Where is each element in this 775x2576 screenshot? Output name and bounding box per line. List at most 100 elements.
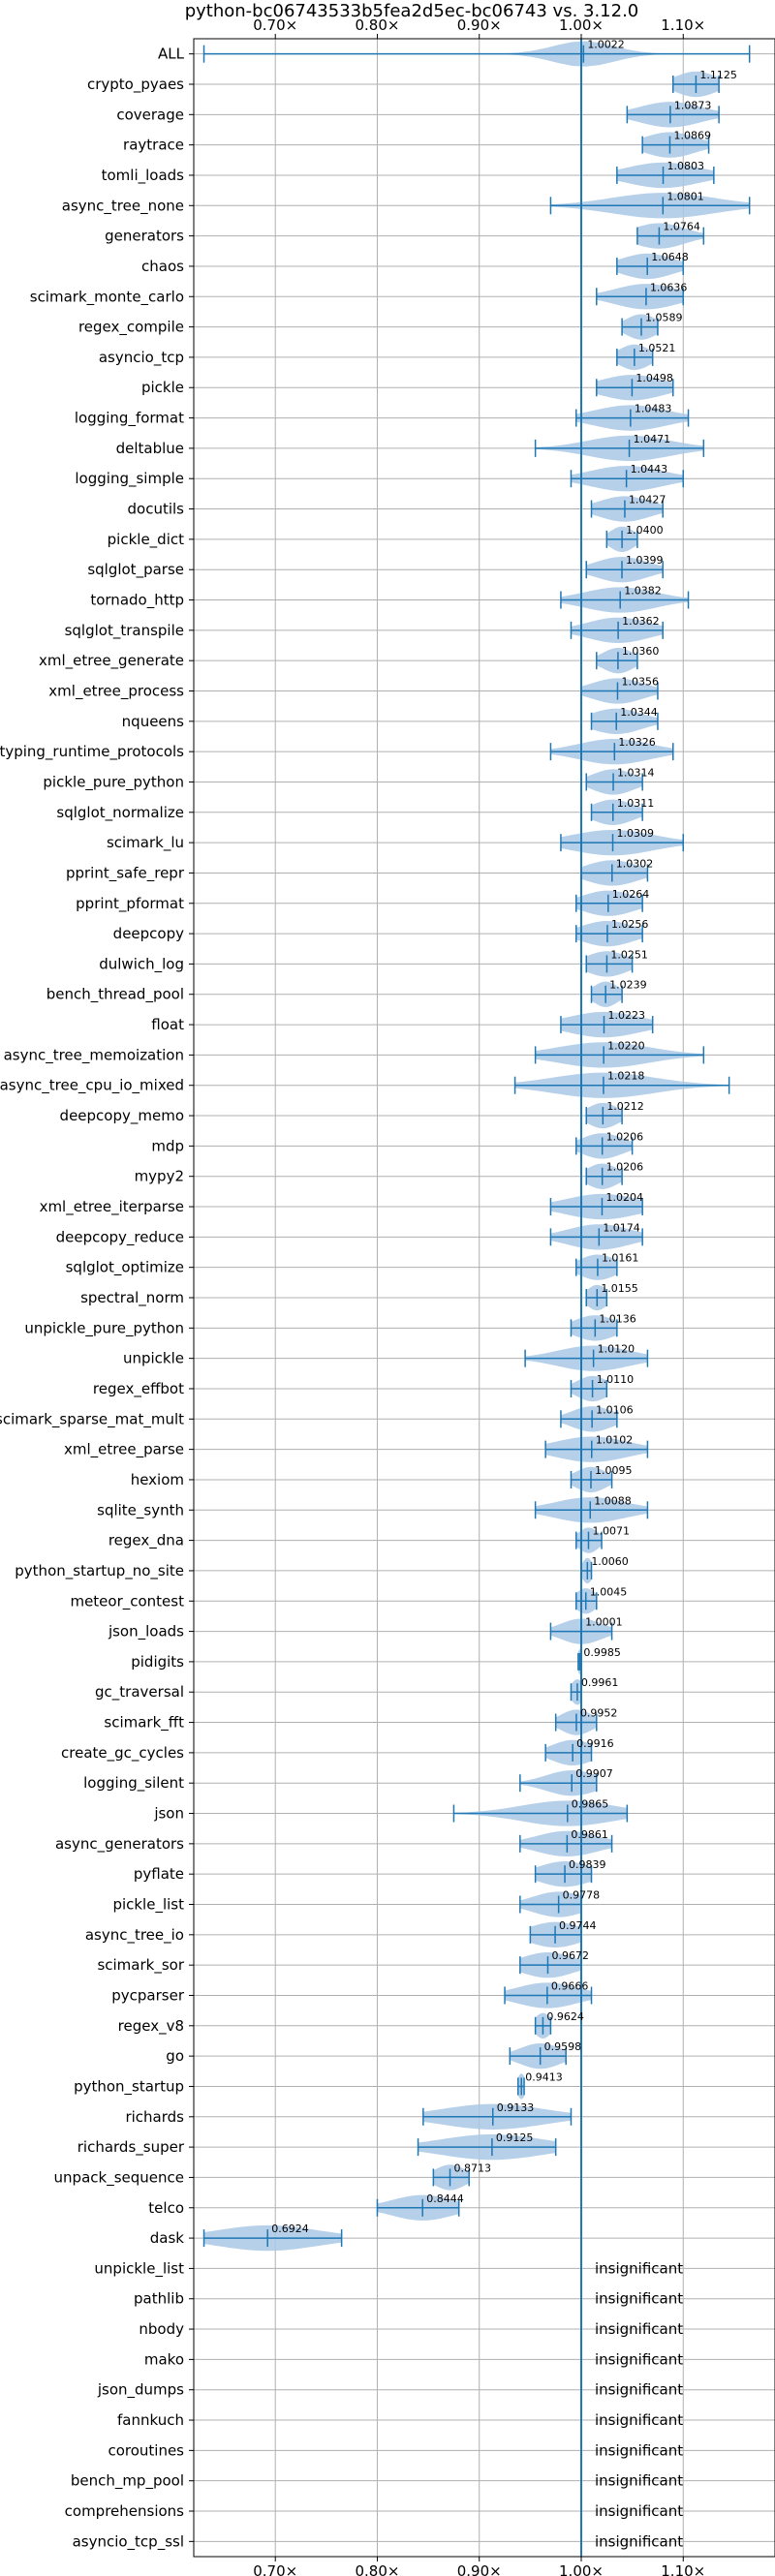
benchmark-label: pathlib [134, 2290, 184, 2308]
benchmark-label: ALL [158, 46, 185, 63]
median-value-label: 1.0648 [651, 251, 689, 263]
median-value-label: 1.0264 [612, 888, 650, 901]
benchmark-label: meteor_contest [70, 1592, 184, 1610]
benchmark-label: telco [148, 2199, 184, 2217]
benchmark-label: tomli_loads [102, 167, 185, 185]
median-value-label: 0.9839 [569, 1858, 606, 1871]
benchmark-label: mako [144, 2350, 184, 2368]
benchmark-label: pprint_pformat [76, 895, 184, 913]
benchmark-label: python_startup_no_site [15, 1562, 184, 1580]
median-value-label: 0.9961 [581, 1676, 619, 1689]
median-value-label: 1.0399 [626, 554, 664, 567]
median-value-label: 0.9672 [551, 1949, 589, 1962]
benchmark-label: fannkuch [117, 2411, 184, 2429]
benchmark-label: pickle_list [112, 1896, 184, 1915]
benchmark-label: python_startup [74, 2077, 184, 2096]
benchmark-label: json_dumps [97, 2381, 184, 2400]
benchmark-label: docutils [128, 501, 185, 518]
median-value-label: 0.9666 [551, 1979, 589, 1992]
benchmark-label: logging_silent [83, 1774, 184, 1793]
median-value-label: 1.0521 [638, 342, 676, 354]
benchmark-label: float [151, 1016, 184, 1033]
median-value-label: 1.0110 [597, 1373, 635, 1386]
median-value-label: 1.0589 [645, 312, 683, 324]
benchmark-label: logging_simple [75, 470, 184, 488]
median-value-label: 1.0256 [611, 918, 649, 931]
benchmark-label: hexiom [131, 1471, 184, 1488]
x-tick-label-top: 1.10× [661, 16, 705, 34]
benchmark-label: scimark_sor [97, 1956, 184, 1975]
median-value-label: 0.9125 [496, 2131, 534, 2144]
median-value-label: 1.0174 [603, 1221, 640, 1234]
median-value-label: 1.0443 [631, 463, 668, 475]
median-value-label: 1.0220 [607, 1039, 645, 1052]
benchmark-label: dask [150, 2229, 185, 2247]
median-value-label: 0.9952 [580, 1707, 618, 1720]
insignificant-label: insignificant [595, 2320, 683, 2338]
median-value-label: 1.0362 [622, 615, 660, 628]
benchmark-label: xml_etree_process [48, 682, 184, 700]
median-value-label: 0.9413 [525, 2070, 563, 2083]
median-value-label: 1.0206 [606, 1161, 644, 1174]
plot-frame [193, 38, 775, 2558]
chart-title: python-bc06743533b5fea2d5ec-bc06743 vs. … [185, 1, 639, 21]
median-value-label: 0.9778 [563, 1889, 601, 1902]
benchmark-label: xml_etree_generate [39, 652, 184, 670]
benchmark-label: json [153, 1805, 184, 1823]
insignificant-label: insignificant [595, 2411, 683, 2429]
median-value-label: 1.0204 [605, 1191, 643, 1204]
benchmark-label: regex_dna [108, 1532, 184, 1550]
median-value-label: 0.9133 [497, 2101, 535, 2114]
median-value-label: 0.9861 [571, 1828, 608, 1841]
x-tick-label-bottom: 0.70× [253, 2562, 297, 2576]
benchmark-label: mdp [151, 1137, 184, 1154]
median-value-label: 1.0022 [587, 39, 625, 51]
median-value-label: 0.6924 [271, 2223, 309, 2235]
benchmark-label: pidigits [131, 1653, 184, 1671]
benchmark-label: pickle_pure_python [43, 773, 184, 791]
insignificant-label: insignificant [595, 2259, 683, 2277]
median-value-label: 1.0382 [624, 585, 662, 598]
benchmark-label: pickle [141, 379, 184, 396]
insignificant-label: insignificant [595, 2441, 683, 2459]
benchmark-label: bench_thread_pool [46, 986, 184, 1004]
benchmark-label: sqlglot_optimize [66, 1259, 184, 1277]
insignificant-label: insignificant [595, 2532, 683, 2550]
benchmark-label: go [166, 2047, 184, 2065]
benchmark-label: sqlglot_normalize [56, 804, 184, 822]
median-value-label: 1.0218 [607, 1070, 645, 1083]
median-value-label: 1.0400 [626, 524, 664, 537]
benchmark-label: deepcopy_reduce [56, 1228, 184, 1246]
benchmark-label: tornado_http [90, 592, 184, 610]
benchmark-label: deepcopy_memo [60, 1107, 184, 1125]
insignificant-label: insignificant [595, 2350, 683, 2368]
benchmark-label: async_tree_memoization [4, 1046, 184, 1064]
median-value-label: 1.0801 [666, 190, 704, 202]
median-value-label: 1.0498 [636, 372, 673, 384]
benchmark-label: richards [125, 2108, 184, 2126]
median-value-label: 1.0869 [673, 130, 711, 142]
benchmark-label: nqueens [122, 713, 184, 730]
median-value-label: 0.8713 [454, 2162, 492, 2174]
median-value-label: 1.0095 [595, 1464, 633, 1477]
benchmark-label: async_tree_cpu_io_mixed [0, 1077, 184, 1095]
median-value-label: 1.0212 [606, 1100, 644, 1113]
violin-layer [202, 39, 751, 2557]
benchmark-label: typing_runtime_protocols [0, 743, 184, 761]
benchmark-label: pyflate [134, 1865, 184, 1883]
benchmark-label: asyncio_tcp_ssl [73, 2532, 184, 2551]
median-value-label: 0.9624 [546, 2010, 584, 2023]
benchmark-label: scimark_sparse_mat_mult [0, 1410, 184, 1428]
benchmark-label: scimark_monte_carlo [30, 288, 184, 306]
benchmark-label: asyncio_tcp [99, 349, 184, 367]
benchmark-label: richards_super [78, 2138, 185, 2157]
median-value-label: 1.0136 [599, 1312, 636, 1325]
benchmark-label: pprint_safe_repr [66, 864, 185, 882]
benchmark-label: mypy2 [135, 1168, 184, 1185]
median-value-label: 1.1125 [699, 69, 737, 81]
benchmark-label: logging_format [75, 410, 184, 428]
median-value-label: 1.0636 [650, 281, 688, 293]
label-layer: 0.70× 0.70× 0.80× 0.80× 0.90× 0.90× 1.00× 1.00×… [0, 16, 737, 2576]
benchmark-label: scimark_lu [107, 834, 184, 852]
median-value-label: 0.9985 [583, 1646, 621, 1659]
